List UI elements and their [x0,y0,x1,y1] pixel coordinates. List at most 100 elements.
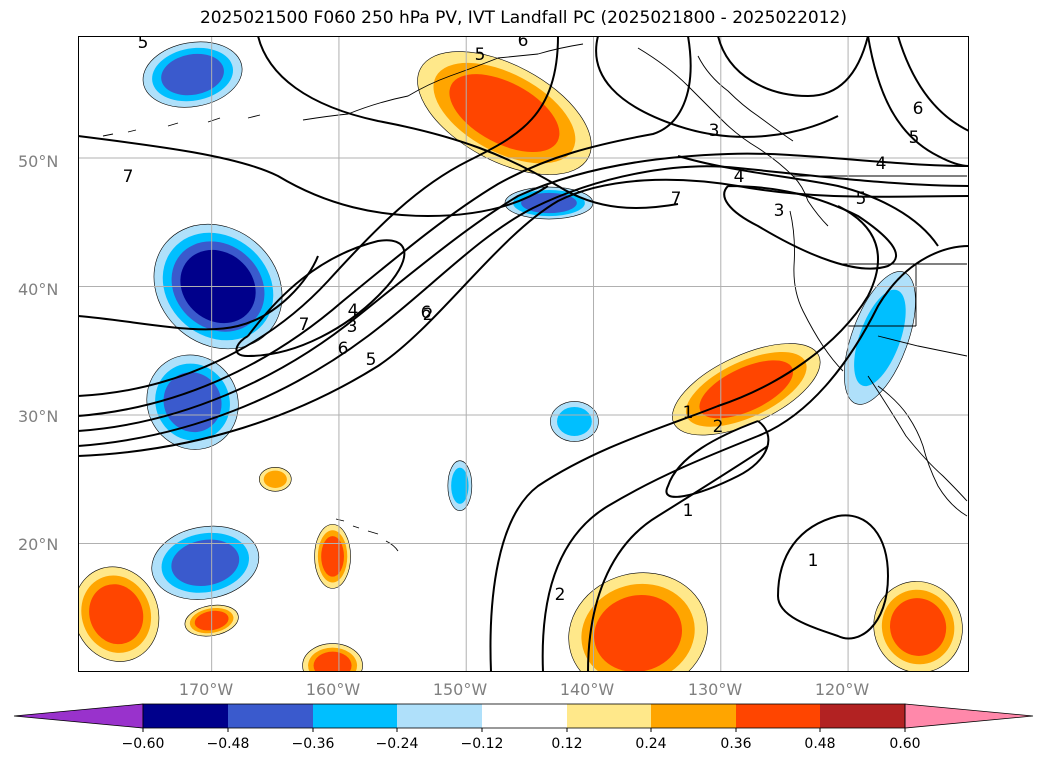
colorbar-segment [482,704,567,728]
ivt-shade-outline [146,354,239,450]
colorbar-tick-label: 0.60 [889,736,921,752]
pv-contour-line [78,135,549,218]
contour-label: 6 [913,99,924,119]
contour-label: 7 [299,315,310,335]
contour-label: 3 [774,201,785,221]
contour-label: 1 [808,551,819,571]
hawaii-islands [335,518,399,552]
ivt-shade-region [89,584,144,645]
colorbar-tick-label: −0.36 [291,736,335,752]
colorbar-tick-label: 0.48 [804,736,836,752]
contour-label: 5 [856,189,867,209]
colorbar-tick-label: 0.24 [635,736,667,752]
pv-contour-line [665,420,770,498]
colorbar-segment [397,704,482,728]
mexico-coast [877,385,968,517]
colorbar-tick-label: −0.48 [206,736,250,752]
colorbar-segment [143,704,228,728]
pv-contours [78,36,969,672]
alaska-panhandle-coast [637,47,829,227]
contour-label: 2 [713,417,724,437]
ivt-shade-region [163,372,222,433]
chart-title: 2025021500 F060 250 hPa PV, IVT Landfall… [199,8,847,28]
pv-contour-line [867,36,969,167]
pv-contour-line [78,152,969,432]
contour-label: 1 [683,403,694,423]
ivt-shade-outline [302,643,363,672]
pv-contour-line [541,245,969,672]
colorbar-tick-label: −0.60 [121,736,165,752]
pv-contour-line [587,445,769,672]
colorbar-segment [736,704,820,728]
aleutian-islands [102,114,261,137]
pv-contour-line [489,205,879,672]
ivt-shade-outline [844,271,916,405]
contour-label: 5 [475,45,486,65]
contour-label: 2 [555,585,566,605]
pv-contour-line [677,155,939,247]
pv-contour-line [717,36,869,98]
contour-label: 6 [421,303,432,323]
pv-contour-line [78,165,969,447]
ivt-shade-region [451,467,469,504]
colorbar-extend-high [904,703,1034,729]
ivt-shade-region [557,406,592,436]
contour-label: 5 [366,350,377,370]
baja-coast [867,375,968,502]
ivt-shade-region [263,470,287,488]
pv-contour-line [897,36,969,132]
colorbar-tick-label: 0.12 [551,736,583,752]
contour-label: 7 [123,167,134,187]
bc-coast [697,55,794,142]
ivt-shade-region [889,598,947,656]
ivt-shade-region [171,539,240,587]
contour-label: 5 [138,36,149,53]
ivt-shade-outline [568,572,708,672]
pv-contour-line [78,178,969,457]
pv-contour-line [595,36,839,138]
pv-contour-line [78,255,319,331]
lat-tick-label: 30°N [18,407,59,426]
alaska-coast [302,43,584,121]
contour-label: 3 [709,121,720,141]
colorbar-segment [228,704,313,728]
ivt-shade-outline [258,466,292,492]
pv-contour-line [257,36,679,209]
lat-tick-label: 20°N [18,535,59,554]
ivt-shade-region [313,651,352,672]
colorbar-segment [651,704,736,728]
contour-label: 3 [347,317,358,337]
pv-contour-line [78,36,692,417]
contour-label: 6 [518,36,529,51]
contour-label: 6 [338,339,349,359]
lat-tick-label: 50°N [18,152,59,171]
coastlines [102,43,968,552]
lon-tick-label: 120°W [814,680,870,699]
lat-tick-label: 40°N [18,280,59,299]
contour-label: 4 [348,301,359,321]
contour-label: 7 [671,189,682,209]
ivt-shade-outline [447,460,473,511]
ivt-shade-region [854,289,906,387]
contour-label: 1 [683,501,694,521]
ivt-shade-region [321,536,344,577]
ivt-shade-outline [550,401,599,442]
pv-contour-line [723,185,898,270]
contour-label: 4 [876,154,887,174]
colorbar [13,703,1034,732]
colorbar-tick-label: −0.12 [460,736,504,752]
colorbar-segment [567,704,651,728]
ivt-shading [78,41,963,672]
lon-tick-label: 160°W [305,680,361,699]
colorbar-tick-label: 0.36 [720,736,752,752]
pv-contour-line [235,239,406,358]
lon-tick-label: 170°W [178,680,234,699]
contour-label: 2 [423,305,434,325]
grid-lines [78,36,969,672]
pv-contour-line [777,514,890,640]
colorbar-tick-label: −0.24 [375,736,419,752]
lon-tick-label: 140°W [559,680,615,699]
